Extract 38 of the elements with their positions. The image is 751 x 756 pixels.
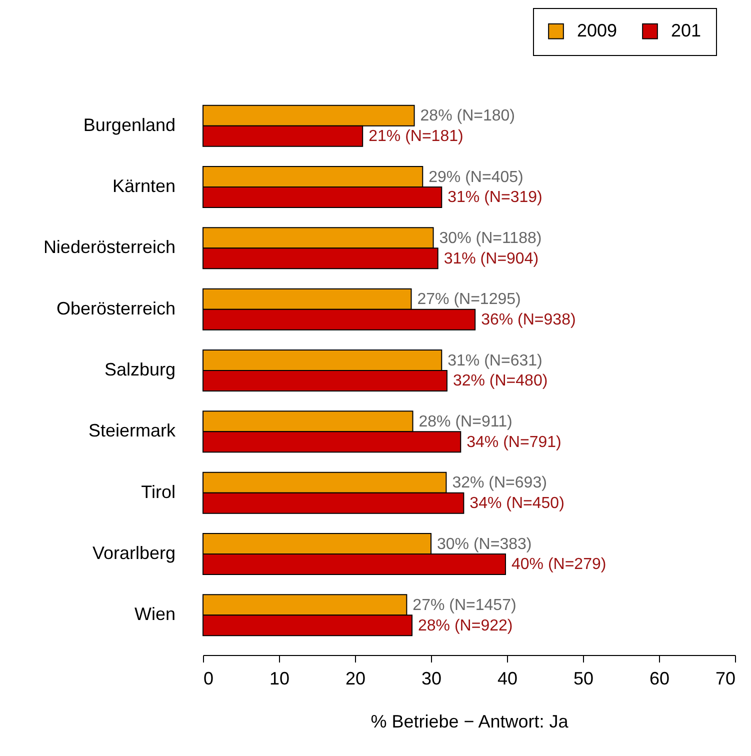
data-label: 29% (N=405) <box>428 168 524 186</box>
x-tick-label: 10 <box>269 668 290 688</box>
x-tick-label: 30 <box>421 668 442 688</box>
data-label: 32% (N=693) <box>452 474 547 492</box>
x-tick-label: 0 <box>204 668 214 688</box>
x-tick-label: 70 <box>715 668 736 688</box>
data-label: 34% (N=450) <box>470 495 564 512</box>
data-label: 36% (N=938) <box>481 312 576 329</box>
y-tick-label: Steiermark <box>88 420 176 441</box>
data-label: 28% (N=922) <box>418 617 513 634</box>
y-tick-label: Burgenland <box>83 114 176 135</box>
y-tick-label: Kärnten <box>112 176 176 196</box>
data-label: 30% (N=1188) <box>439 230 542 247</box>
data-label: 28% (N=180) <box>420 108 515 125</box>
data-label: 32% (N=480) <box>452 372 548 390</box>
legend-label: 201 <box>671 20 702 40</box>
x-tick-label: 40 <box>497 668 518 688</box>
y-tick-label: Salzburg <box>104 360 176 380</box>
x-axis-title: % Betriebe − Antwort: Ja <box>370 712 570 732</box>
data-label: 27% (N=1295) <box>417 291 521 308</box>
data-label: 31% (N=904) <box>444 250 539 268</box>
data-label: 31% (N=631) <box>448 352 542 370</box>
data-label: 27% (N=1457) <box>412 596 516 614</box>
data-label: 40% (N=279) <box>511 556 606 574</box>
y-tick-label: Oberösterreich <box>56 298 176 318</box>
x-tick-label: 60 <box>649 668 670 688</box>
y-tick-label: Wien <box>134 604 176 624</box>
data-label: 28% (N=911) <box>418 413 512 430</box>
y-tick-label: Niederösterreich <box>43 237 176 258</box>
x-tick-label: 50 <box>573 668 594 688</box>
y-tick-label: Tirol <box>141 482 176 502</box>
y-tick-label: Vorarlberg <box>92 543 176 563</box>
data-label: 34% (N=791) <box>466 434 562 451</box>
legend-label: 2009 <box>577 20 618 40</box>
x-tick-label: 20 <box>345 668 366 688</box>
data-label: 30% (N=383) <box>437 536 532 553</box>
data-label: 31% (N=319) <box>448 189 542 206</box>
data-label: 21% (N=181) <box>368 128 464 146</box>
